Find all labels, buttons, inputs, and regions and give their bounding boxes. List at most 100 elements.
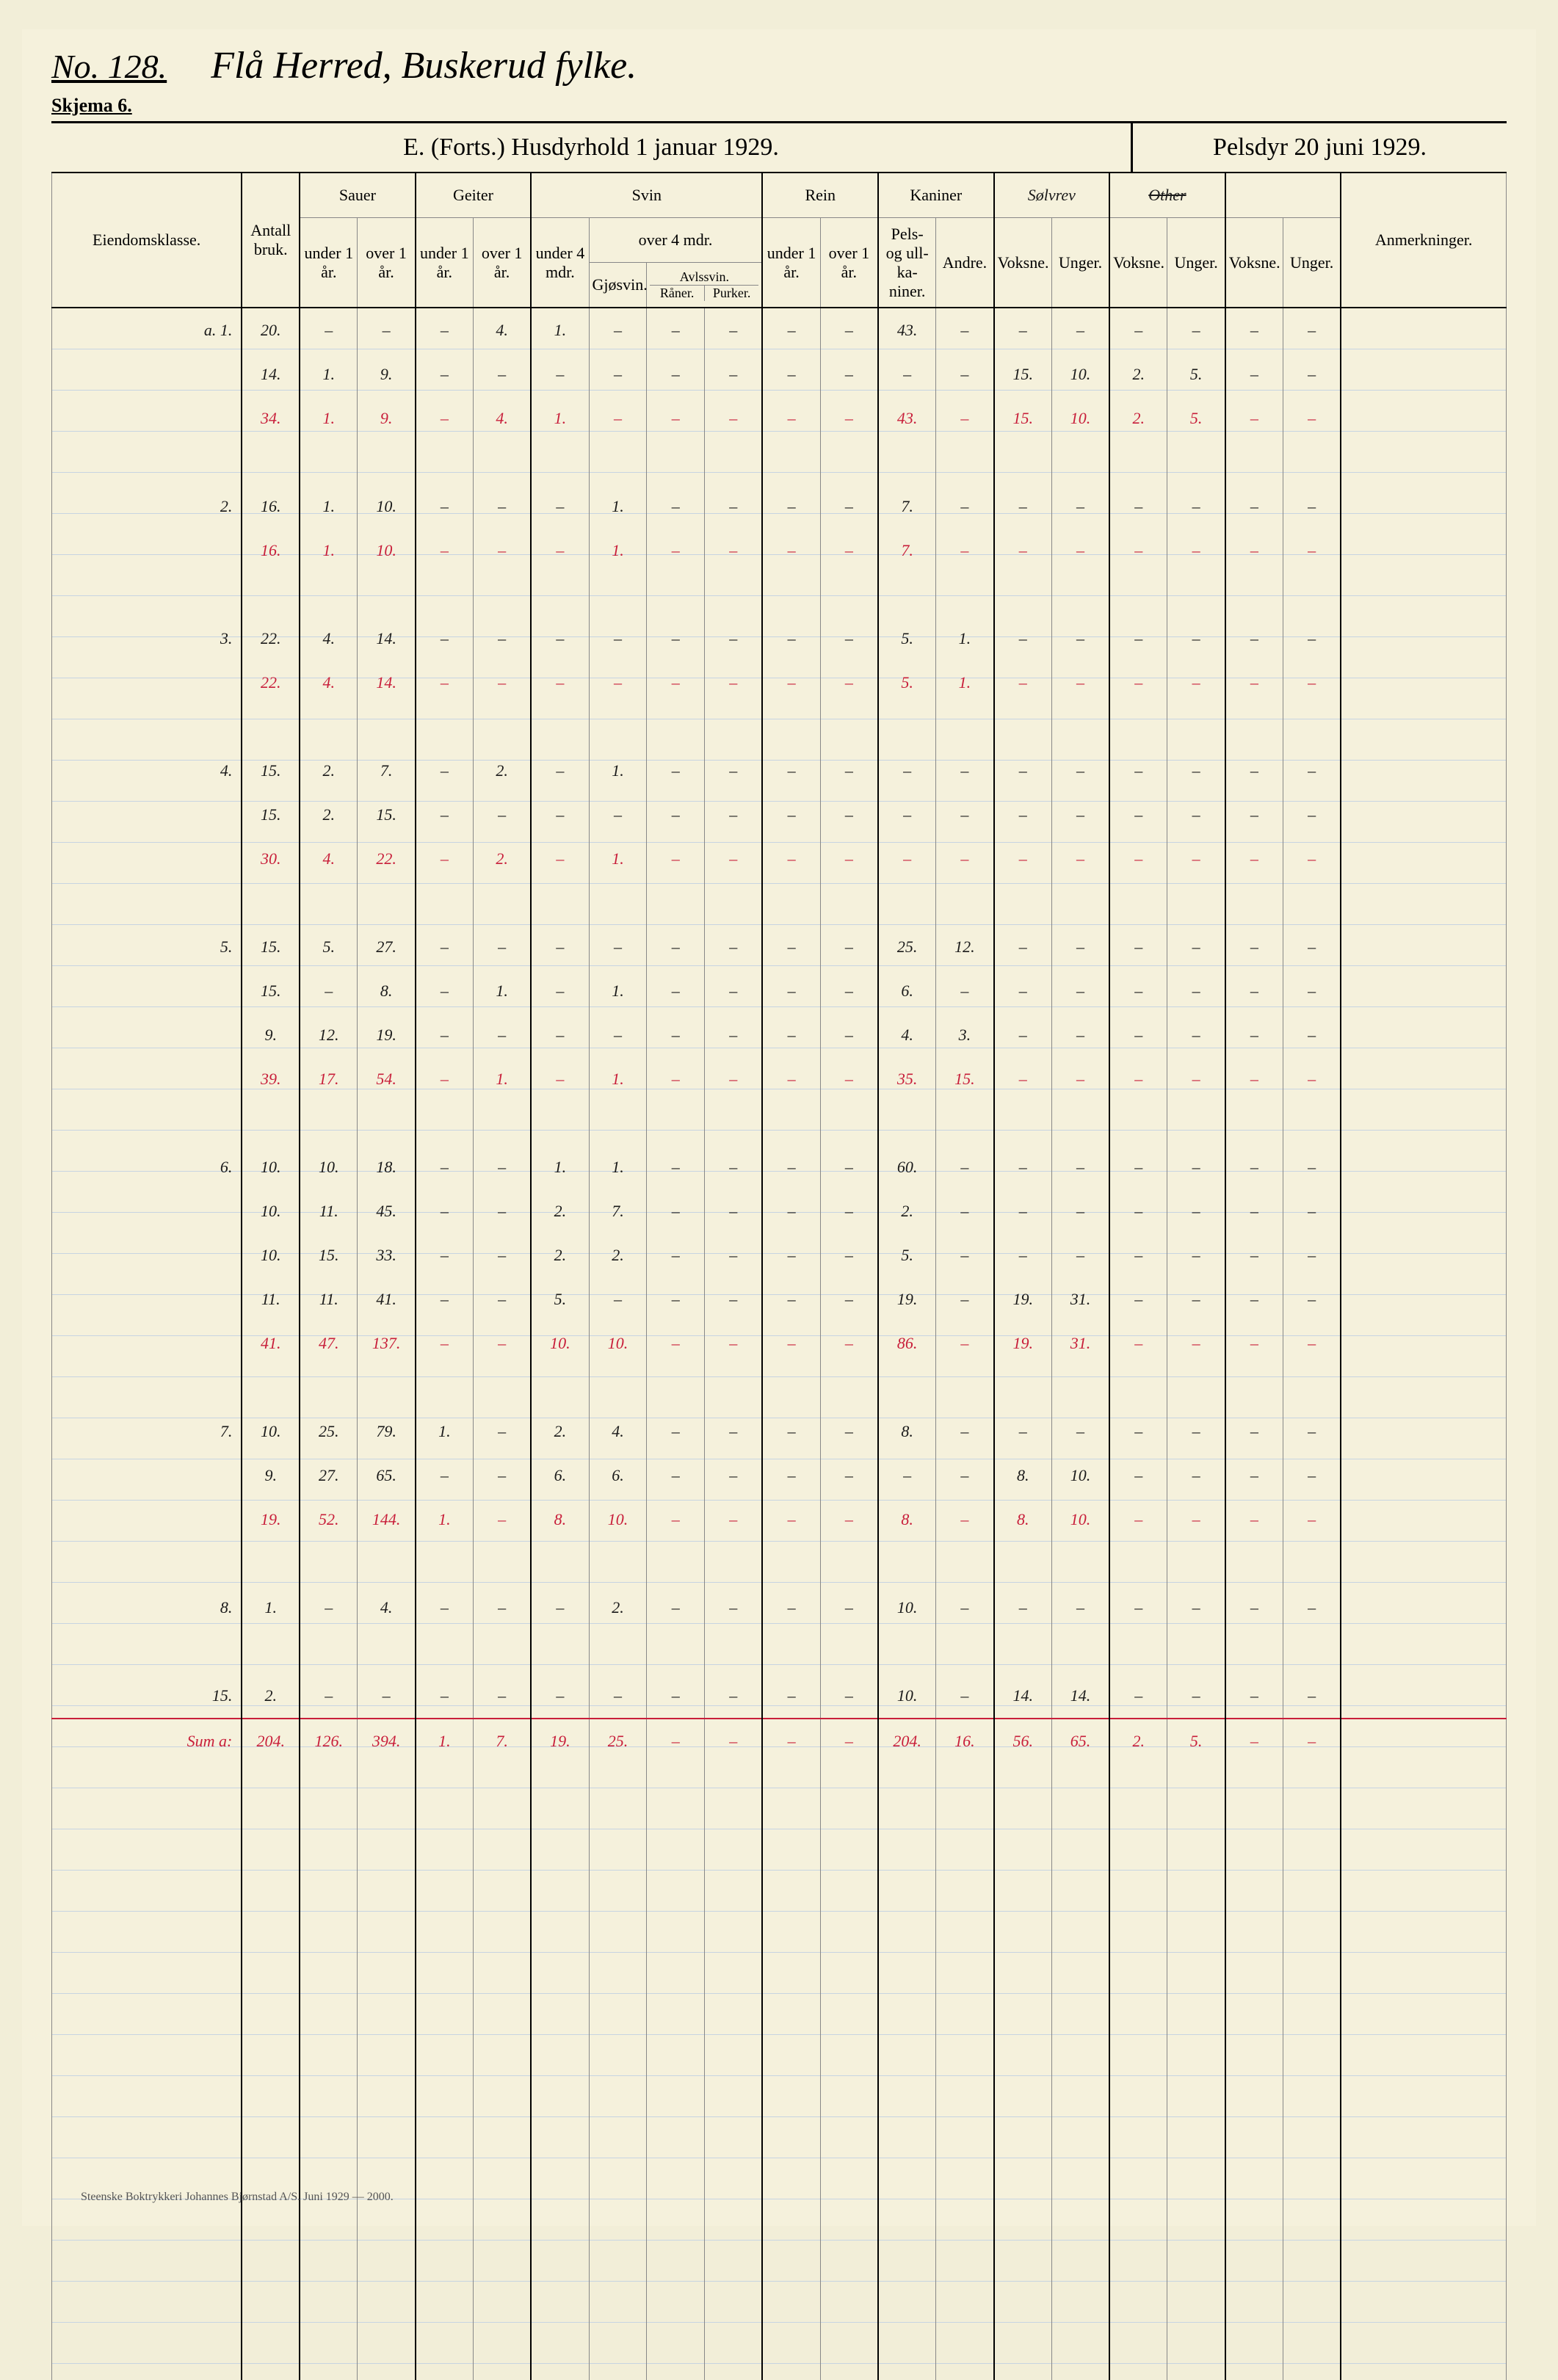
cell (531, 2204, 589, 2248)
cell: – (589, 661, 647, 705)
cell: – (936, 1454, 994, 1498)
cell (762, 705, 820, 749)
cell (820, 2204, 878, 2248)
cell: 10. (242, 1189, 300, 1233)
cell (473, 1763, 531, 1807)
cell: – (647, 749, 705, 793)
cell: – (473, 793, 531, 837)
cell (762, 2072, 820, 2116)
cell (1225, 881, 1283, 925)
cell (531, 1101, 589, 1145)
cell (1109, 2336, 1167, 2380)
cell: – (1051, 1189, 1109, 1233)
cell (762, 1101, 820, 1145)
cell (762, 1984, 820, 2028)
cell (936, 1984, 994, 2028)
cell: 14. (242, 352, 300, 396)
cell: – (1225, 1498, 1283, 1542)
cell (878, 2072, 936, 2116)
cell: – (1283, 617, 1341, 661)
cell: 1. (589, 749, 647, 793)
cell: – (647, 1454, 705, 1498)
row-label (52, 793, 242, 837)
cell (820, 440, 878, 485)
col-rein-u: under 1 år. (762, 218, 820, 308)
cell: – (1051, 1233, 1109, 1277)
cell (936, 1807, 994, 1851)
cell: 10. (1051, 1498, 1109, 1542)
table-row: Sum a:204.126.394.1.7.19.25.––––204.16.5… (52, 1719, 1507, 1763)
cell (300, 1365, 358, 1410)
cell: – (531, 352, 589, 396)
cell (1225, 1940, 1283, 1984)
cell: – (762, 1013, 820, 1057)
cell: – (1109, 1674, 1167, 1719)
cell (589, 1365, 647, 1410)
cell (473, 1101, 531, 1145)
cell (878, 705, 936, 749)
cell: 15. (994, 396, 1052, 440)
cell (1109, 2292, 1167, 2336)
cell (994, 1851, 1052, 1895)
cell: – (820, 485, 878, 529)
cell: – (762, 529, 820, 573)
cell (1167, 2160, 1225, 2204)
cell (1051, 1101, 1109, 1145)
cell (994, 2160, 1052, 2204)
cell: – (1051, 1586, 1109, 1630)
cell: – (705, 1277, 763, 1321)
row-label (52, 1101, 242, 1145)
cell: – (1167, 1454, 1225, 1498)
cell (589, 440, 647, 485)
anm-cell (1341, 308, 1506, 352)
row-label: 5. (52, 925, 242, 969)
cell: – (473, 1586, 531, 1630)
cell (647, 573, 705, 617)
cell (531, 1542, 589, 1586)
cell (1167, 2072, 1225, 2116)
cell (1225, 1807, 1283, 1851)
cell: – (762, 837, 820, 881)
cell (705, 1807, 763, 1851)
col-sauer-u: under 1 år. (300, 218, 358, 308)
row-label (52, 1365, 242, 1410)
table-row: 8.1.–4.–––2.––––10.––––––– (52, 1586, 1507, 1630)
cell (820, 573, 878, 617)
cell: – (1225, 396, 1283, 440)
cell (531, 1365, 589, 1410)
row-label (52, 352, 242, 396)
cell (936, 440, 994, 485)
cell (473, 573, 531, 617)
cell: – (647, 837, 705, 881)
cell: – (1283, 352, 1341, 396)
cell (589, 2292, 647, 2336)
cell: 15. (242, 925, 300, 969)
cell (647, 2248, 705, 2292)
cell: – (705, 1145, 763, 1189)
cell: – (647, 1586, 705, 1630)
cell (242, 2116, 300, 2160)
cell (300, 1851, 358, 1895)
cell: 5. (531, 1277, 589, 1321)
cell: 14. (358, 661, 416, 705)
cell: – (936, 485, 994, 529)
cell (820, 2160, 878, 2204)
anm-cell (1341, 749, 1506, 793)
cell: – (416, 969, 474, 1013)
header-row: E. (Forts.) Husdyrhold 1 januar 1929. Pe… (51, 121, 1507, 173)
cell: – (820, 1277, 878, 1321)
cell: – (473, 1233, 531, 1277)
cell: – (1167, 1410, 1225, 1454)
table-row: 10.11.45.––2.7.––––2.––––––– (52, 1189, 1507, 1233)
row-label: 6. (52, 1145, 242, 1189)
cell (589, 2028, 647, 2072)
cell: 79. (358, 1410, 416, 1454)
col-sauer-o: over 1 år. (358, 218, 416, 308)
cell (358, 2248, 416, 2292)
cell: 1. (416, 1719, 474, 1763)
cell: – (531, 529, 589, 573)
cell (1051, 2248, 1109, 2292)
cell (705, 2028, 763, 2072)
cell: – (531, 837, 589, 881)
cell: – (473, 1321, 531, 1365)
